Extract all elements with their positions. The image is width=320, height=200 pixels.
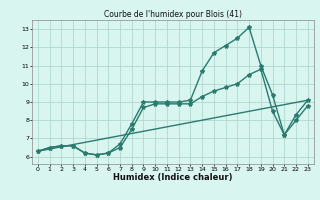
X-axis label: Humidex (Indice chaleur): Humidex (Indice chaleur) (113, 173, 233, 182)
Title: Courbe de l'humidex pour Blois (41): Courbe de l'humidex pour Blois (41) (104, 10, 242, 19)
